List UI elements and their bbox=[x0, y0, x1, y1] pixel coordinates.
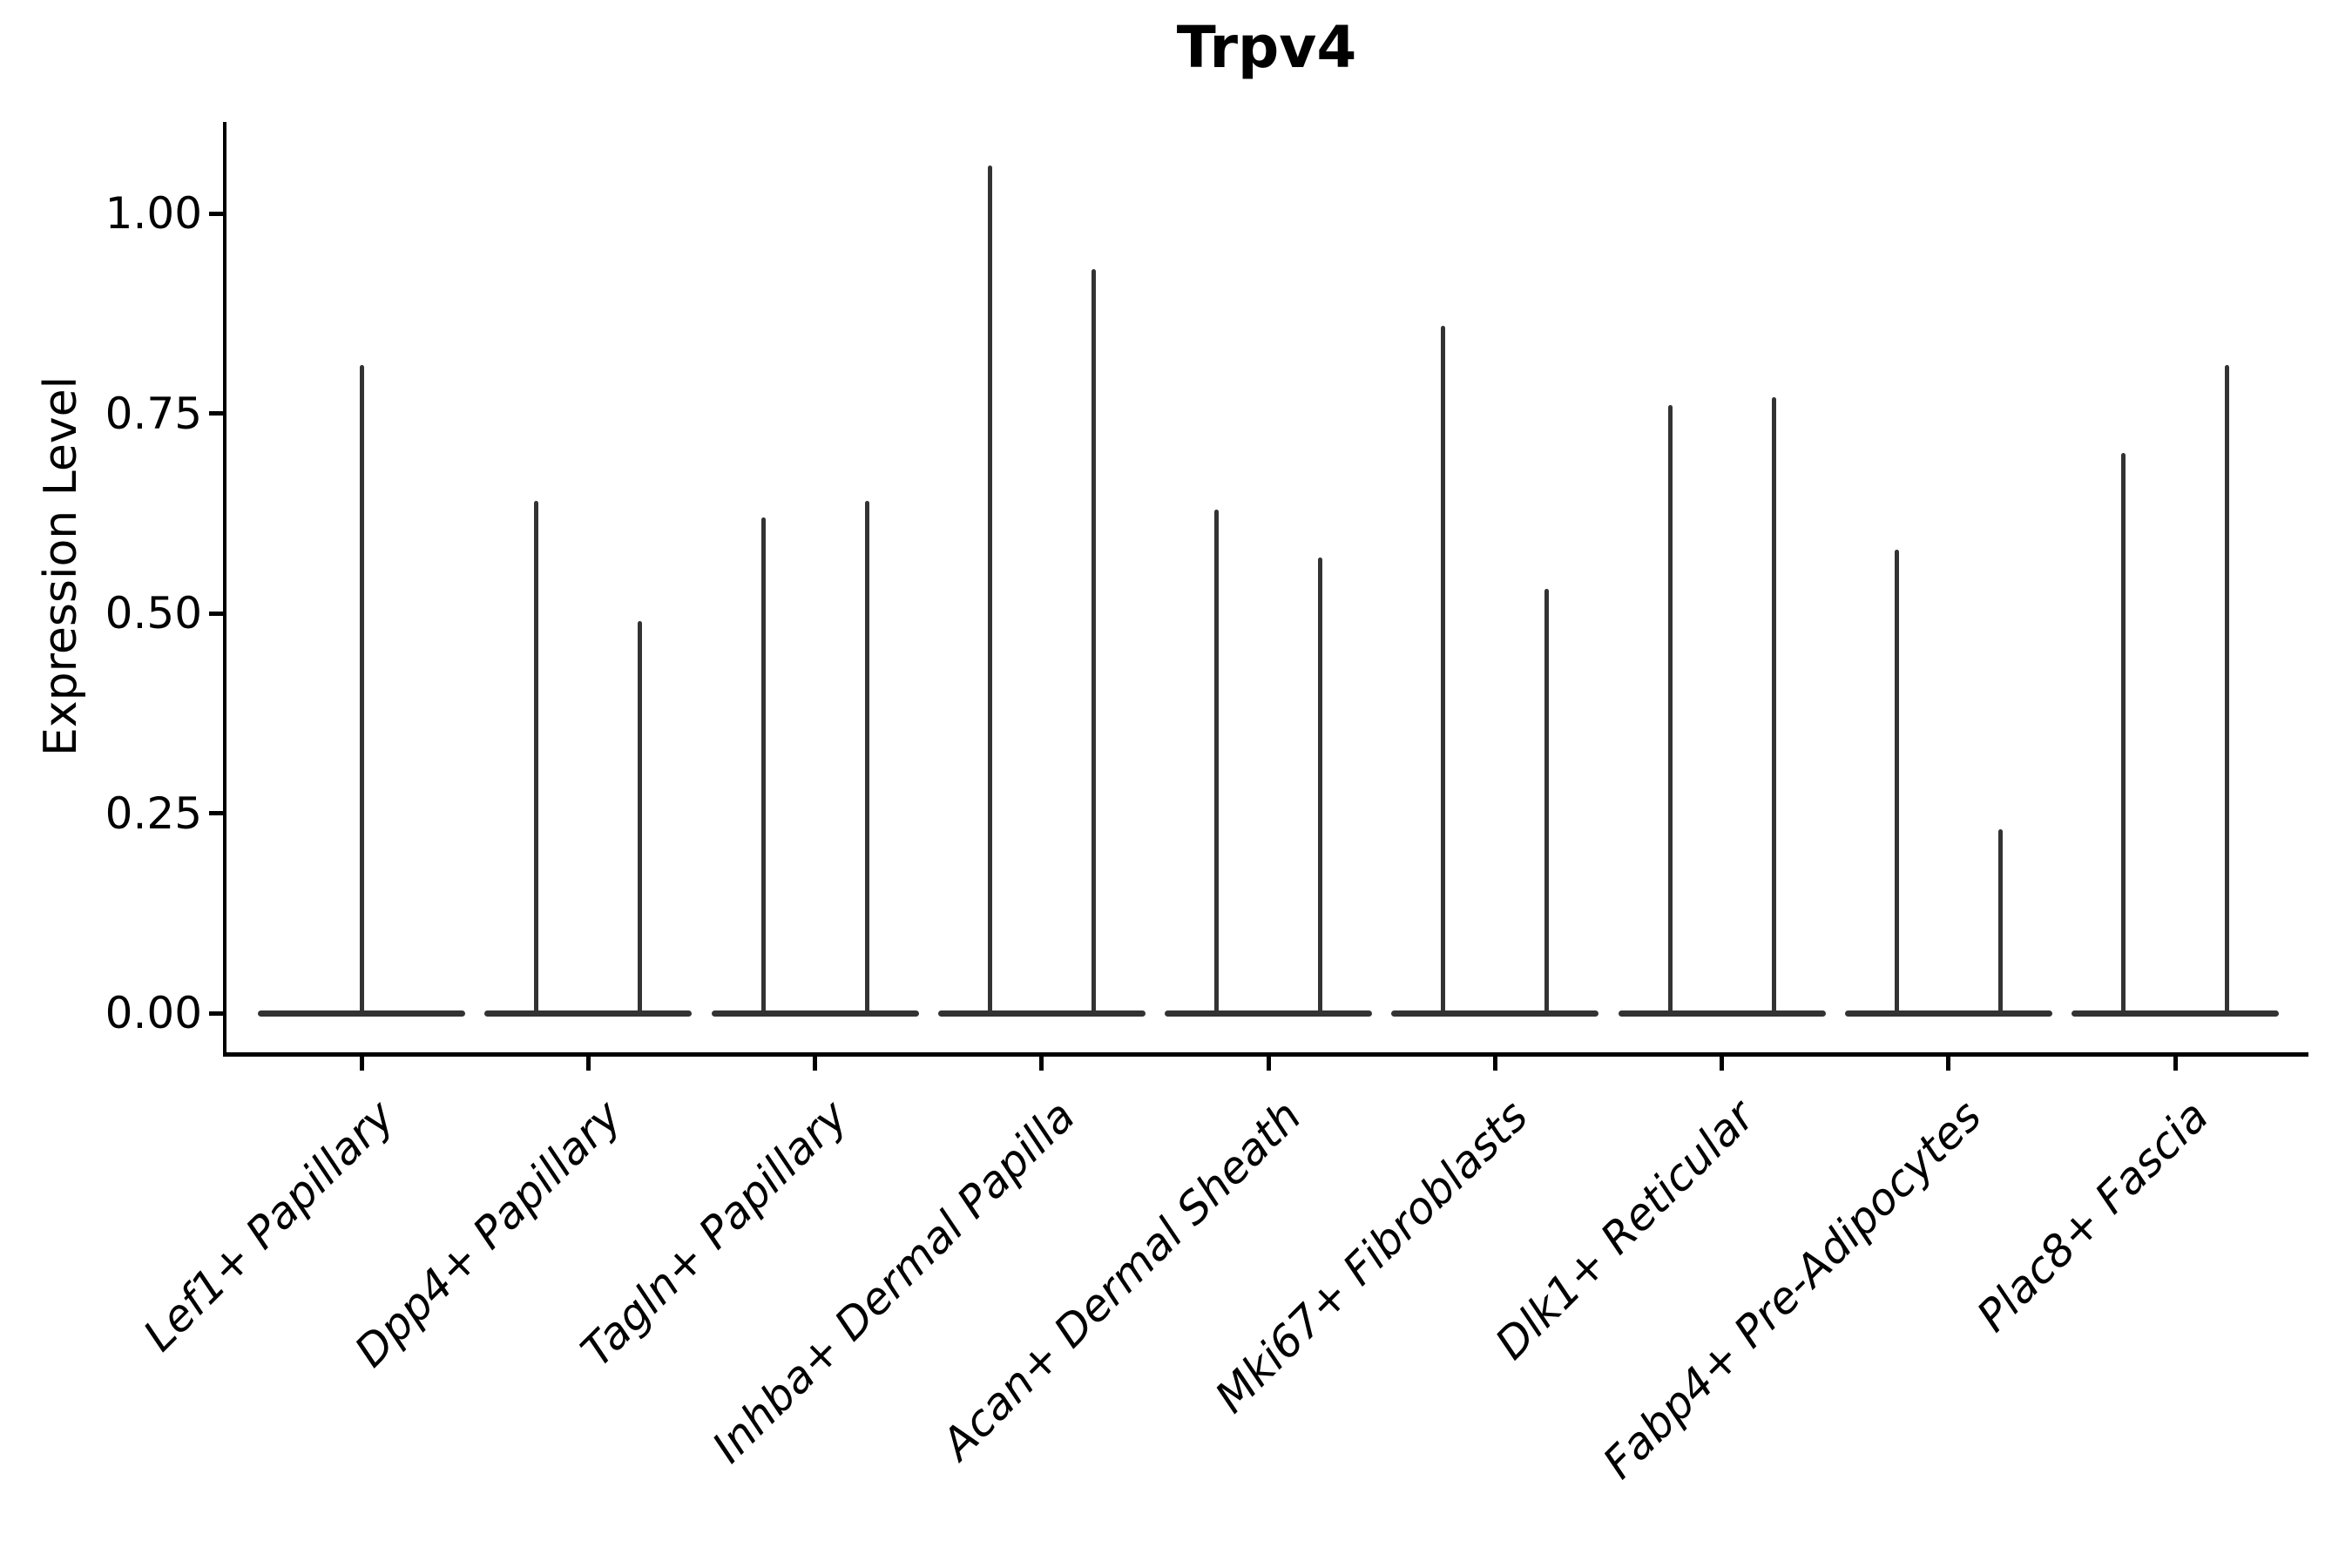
y-tick-mark bbox=[209, 1010, 223, 1016]
violin-base bbox=[711, 1010, 919, 1017]
y-tick-mark bbox=[209, 611, 223, 616]
violin-base bbox=[484, 1010, 693, 1017]
x-tick-mark bbox=[585, 1057, 591, 1071]
violin-base bbox=[1391, 1010, 1599, 1017]
violin-spike bbox=[1544, 589, 1550, 1016]
y-tick-label: 0.50 bbox=[105, 588, 202, 639]
violin-base bbox=[2072, 1010, 2279, 1017]
violin-spike bbox=[864, 501, 869, 1016]
violin-spike bbox=[534, 501, 539, 1016]
violin-spike bbox=[2225, 365, 2229, 1016]
x-tick-mark bbox=[1946, 1057, 1951, 1071]
x-tick-mark bbox=[1266, 1057, 1271, 1071]
x-tick-mark bbox=[359, 1057, 364, 1071]
x-tick-label: Lef1+ Papillary bbox=[133, 1091, 405, 1362]
violin-spike bbox=[760, 517, 766, 1016]
y-tick-label: 0.75 bbox=[105, 388, 202, 439]
violin-base bbox=[1844, 1010, 2052, 1017]
violin-spike bbox=[638, 621, 643, 1016]
violin-spike bbox=[359, 365, 364, 1016]
x-tick-mark bbox=[1492, 1057, 1497, 1071]
x-tick-label: Acan+ Dermal Sheath bbox=[932, 1091, 1312, 1470]
violin-spike bbox=[1318, 557, 1322, 1016]
violin-spike bbox=[1667, 405, 1673, 1016]
y-tick-mark bbox=[209, 211, 223, 216]
violin-spike bbox=[2121, 453, 2126, 1016]
violin-spike bbox=[987, 165, 992, 1016]
violin-spike bbox=[1894, 549, 1899, 1016]
violin-spike bbox=[1771, 397, 1776, 1016]
y-tick-mark bbox=[209, 811, 223, 815]
x-tick-label: Fabp4+ Pre-Adipocytes bbox=[1593, 1091, 1991, 1489]
x-tick-mark bbox=[1039, 1057, 1044, 1071]
violin-base bbox=[1618, 1010, 1826, 1017]
y-tick-label: 0.00 bbox=[105, 988, 202, 1038]
x-tick-label: Plac8+ Fascia bbox=[1967, 1091, 2219, 1342]
violin-base bbox=[1165, 1010, 1372, 1017]
violin-base bbox=[937, 1010, 1146, 1017]
x-tick-mark bbox=[1720, 1057, 1724, 1071]
x-tick-mark bbox=[813, 1057, 817, 1071]
violin-spike bbox=[1441, 325, 1446, 1016]
chart-title: Trpv4 bbox=[1176, 14, 1357, 81]
x-tick-mark bbox=[2173, 1057, 2178, 1071]
violin-spike bbox=[1997, 828, 2003, 1016]
y-tick-mark bbox=[209, 411, 223, 416]
violin-spike bbox=[1091, 269, 1096, 1016]
y-tick-label: 1.00 bbox=[105, 188, 202, 239]
violin-spike bbox=[1214, 509, 1219, 1016]
y-axis-spine bbox=[223, 122, 226, 1057]
x-axis-spine bbox=[223, 1052, 2308, 1057]
x-tick-label: Inhba+ Dermal Papilla bbox=[702, 1091, 1085, 1473]
y-tick-label: 0.25 bbox=[105, 787, 202, 839]
